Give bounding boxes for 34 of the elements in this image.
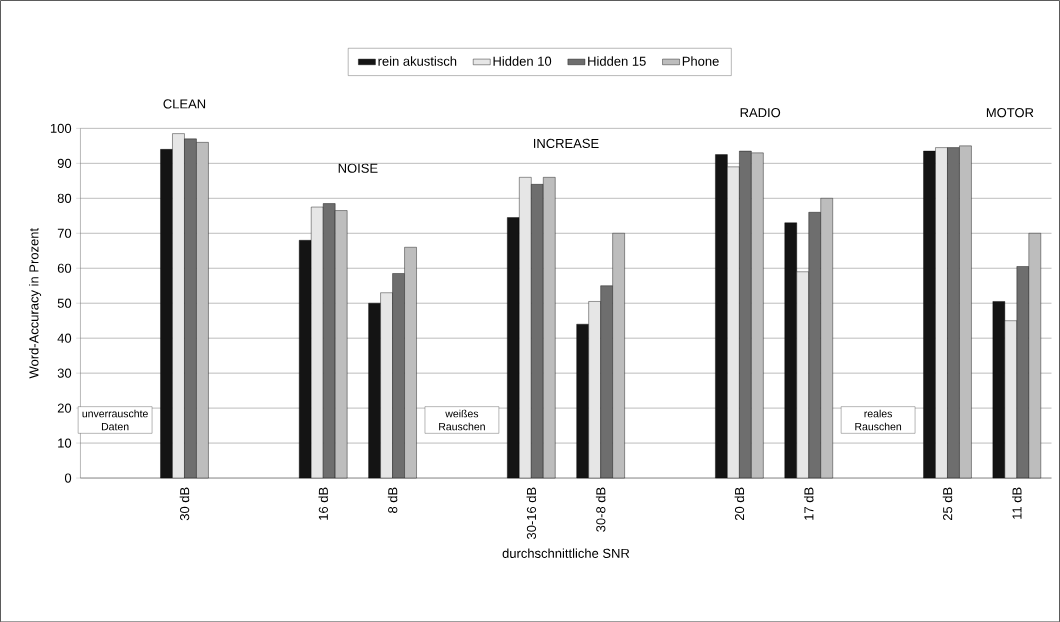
legend-label: rein akustisch [378,56,457,66]
x-tick-label: 11 dB [1012,487,1022,519]
x-tick-label: 30-16 dB [526,487,537,539]
y-tick-label: 50 [57,298,72,308]
y-tick-label: 0 [64,473,72,483]
x-tick-label: 30-8 dB [595,487,606,532]
y-tick-label: 30 [57,368,72,378]
x-tick-label: 16 dB [318,487,328,520]
annotation: weißes Rauschen [439,409,485,431]
y-tick-label: 80 [57,193,72,203]
annotation: reales Rauschen [855,409,902,431]
x-tick-label: 8 dB [387,487,398,513]
legend-label: Hidden 15 [588,56,646,66]
x-tick-label: 17 dB [803,487,814,520]
x-tick-label: 30 dB [179,487,190,521]
legend-label: Hidden 10 [493,56,552,66]
y-tick-label: 70 [57,228,72,238]
y-tick-label: 10 [58,438,72,448]
y-tick-label: 60 [57,263,72,273]
y-tick-label: 100 [50,123,72,133]
x-tick-label: 25 dB [942,487,953,520]
y-axis-title: Word-Accuracy in Prozent [28,227,42,379]
annotation: NOISE [338,163,378,173]
text: RADIO [740,107,781,118]
annotation: INCREASE [533,138,599,148]
legend-label: Phone [682,56,719,66]
annotation: unverrauschte Daten [82,409,148,431]
text: CLEAN [163,99,206,109]
x-axis-title: durchschnittliche SNR [502,548,630,558]
y-tick-label: 90 [57,158,72,168]
y-tick-label: 40 [57,333,72,343]
y-tick-label: 20 [57,403,72,413]
x-tick-label: 20 dB [734,487,745,520]
text: MOTOR [986,107,1034,118]
